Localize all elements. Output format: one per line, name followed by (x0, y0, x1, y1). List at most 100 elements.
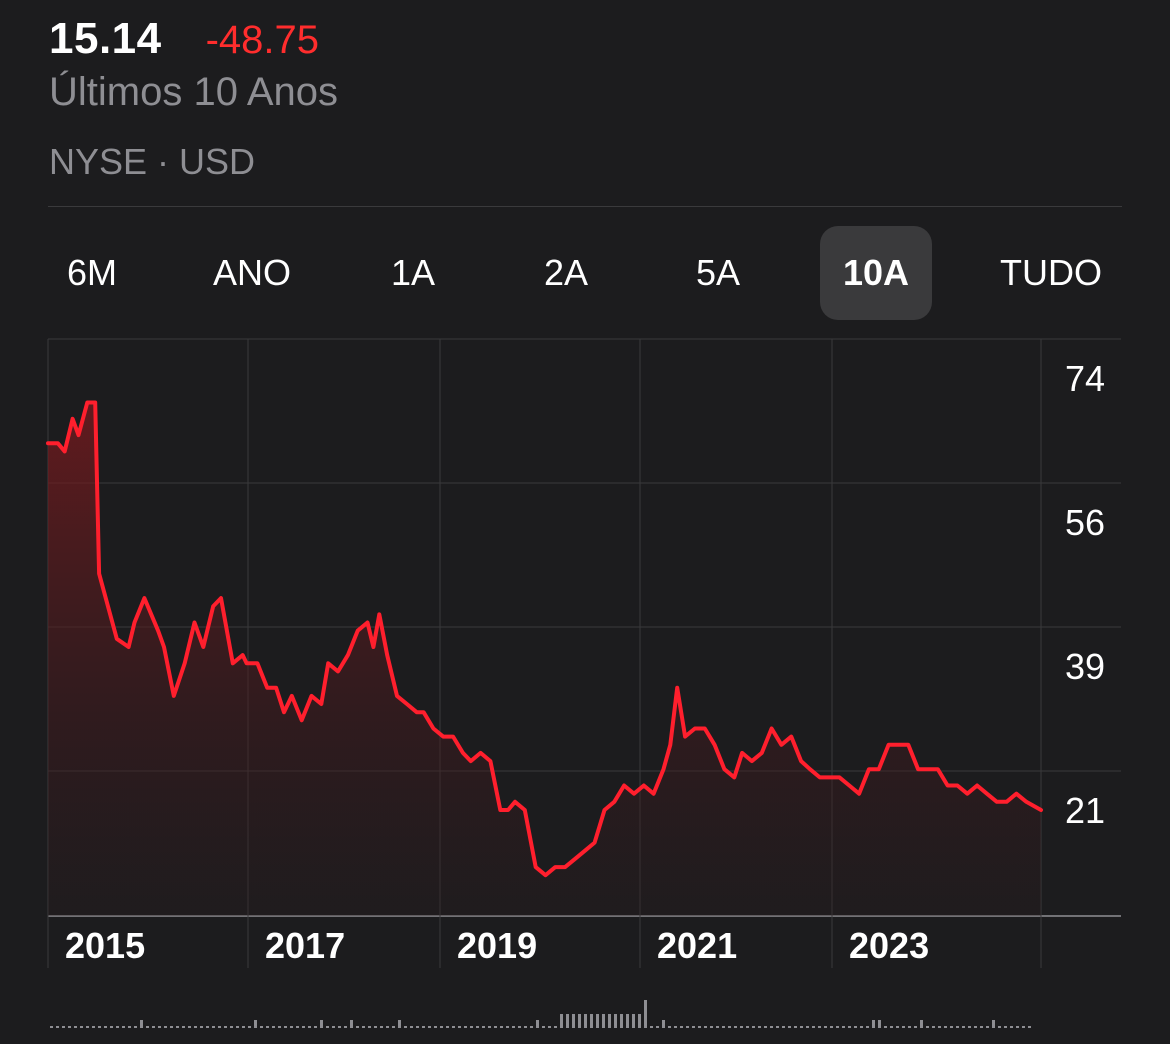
volume-bar (350, 1020, 353, 1028)
volume-bar (230, 1026, 233, 1028)
volume-bar (518, 1026, 521, 1028)
volume-bar (554, 1026, 557, 1028)
volume-bar (128, 1026, 131, 1028)
volume-bar (686, 1026, 689, 1028)
volume-bar (566, 1014, 569, 1028)
price-change: -48.75 (205, 18, 320, 62)
volume-bar (116, 1026, 119, 1028)
range-1a-button[interactable]: 1A (390, 252, 436, 293)
volume-bar (92, 1026, 95, 1028)
volume-bar (674, 1026, 677, 1028)
volume-bar (656, 1026, 659, 1028)
volume-bar (278, 1026, 281, 1028)
price-area (48, 402, 1041, 916)
volume-bar (56, 1026, 59, 1028)
volume-bar (824, 1026, 827, 1028)
volume-bar (470, 1026, 473, 1028)
volume-bar (632, 1014, 635, 1028)
volume-bar (1016, 1026, 1019, 1028)
volume-bar (932, 1026, 935, 1028)
volume-bar (344, 1026, 347, 1028)
x-tick-label: 2021 (657, 925, 737, 966)
range-ano-button[interactable]: ANO (212, 252, 292, 293)
range-10a-button[interactable]: 10A (820, 226, 932, 320)
current-price: 15.14 (49, 14, 162, 63)
volume-bar (878, 1020, 881, 1028)
volume-bar (734, 1026, 737, 1028)
volume-bar (458, 1026, 461, 1028)
volume-bar (146, 1026, 149, 1028)
volume-bar (326, 1026, 329, 1028)
period-label: Últimos 10 Anos (49, 70, 339, 114)
volume-bar (236, 1026, 239, 1028)
volume-bar (896, 1026, 899, 1028)
range-6m-button[interactable]: 6M (66, 252, 118, 293)
volume-bar (980, 1026, 983, 1028)
volume-bar (68, 1026, 71, 1028)
volume-bar (428, 1026, 431, 1028)
price-row: 15.14 -48.75 (49, 14, 1122, 64)
volume-bar (1028, 1026, 1031, 1028)
volume-bar (926, 1026, 929, 1028)
x-tick-label: 2019 (457, 925, 537, 966)
volume-bar (560, 1014, 563, 1028)
volume-bar (956, 1026, 959, 1028)
volume-bar (50, 1026, 53, 1028)
volume-bar (836, 1026, 839, 1028)
volume-bar (626, 1014, 629, 1028)
volume-bar (248, 1026, 251, 1028)
volume-bar (614, 1014, 617, 1028)
volume-bar (920, 1020, 923, 1028)
volume-bar (464, 1026, 467, 1028)
chart-area-layer (48, 402, 1041, 916)
volume-bar (290, 1026, 293, 1028)
y-tick-label: 74 (1065, 358, 1105, 399)
volume-bar (698, 1026, 701, 1028)
volume-bar (254, 1020, 257, 1028)
volume-bar (284, 1026, 287, 1028)
range-2a-button[interactable]: 2A (543, 252, 589, 293)
y-axis-labels: 74 56 39 21 (1065, 358, 1105, 831)
volume-bar (182, 1026, 185, 1028)
volume-bar (740, 1026, 743, 1028)
volume-bar (716, 1026, 719, 1028)
volume-bar (266, 1026, 269, 1028)
volume-bar (506, 1026, 509, 1028)
volume-bar (710, 1026, 713, 1028)
y-tick-label: 21 (1065, 790, 1105, 831)
volume-bar (260, 1026, 263, 1028)
volume-bar (206, 1026, 209, 1028)
volume-bar (830, 1026, 833, 1028)
volume-bar (902, 1026, 905, 1028)
volume-bar (818, 1026, 821, 1028)
volume-bar (794, 1026, 797, 1028)
volume-bar (218, 1026, 221, 1028)
quote-header: 15.14 -48.75 Últimos 10 Anos NYSE · USD (49, 14, 1122, 186)
volume-bar (482, 1026, 485, 1028)
volume-bar (500, 1026, 503, 1028)
volume-bar (164, 1026, 167, 1028)
volume-bar (620, 1014, 623, 1028)
volume-bar (986, 1026, 989, 1028)
volume-bar (776, 1026, 779, 1028)
range-5a-button[interactable]: 5A (695, 252, 741, 293)
volume-bar (308, 1026, 311, 1028)
volume-bar (392, 1026, 395, 1028)
range-tudo-button[interactable]: TUDO (1000, 252, 1102, 293)
volume-bar (380, 1026, 383, 1028)
volume-bar (848, 1026, 851, 1028)
volume-bar (752, 1026, 755, 1028)
volume-bar (86, 1026, 89, 1028)
y-tick-label: 56 (1065, 502, 1105, 543)
x-axis-labels: 2015 2017 2019 2021 2023 (65, 925, 929, 966)
volume-bar (548, 1026, 551, 1028)
volume-bar (368, 1026, 371, 1028)
volume-bar (188, 1026, 191, 1028)
header-divider (48, 206, 1122, 207)
volume-bar (782, 1026, 785, 1028)
volume-bar (1010, 1026, 1013, 1028)
volume-bar (578, 1014, 581, 1028)
volume-bar (914, 1026, 917, 1028)
volume-bar (602, 1014, 605, 1028)
